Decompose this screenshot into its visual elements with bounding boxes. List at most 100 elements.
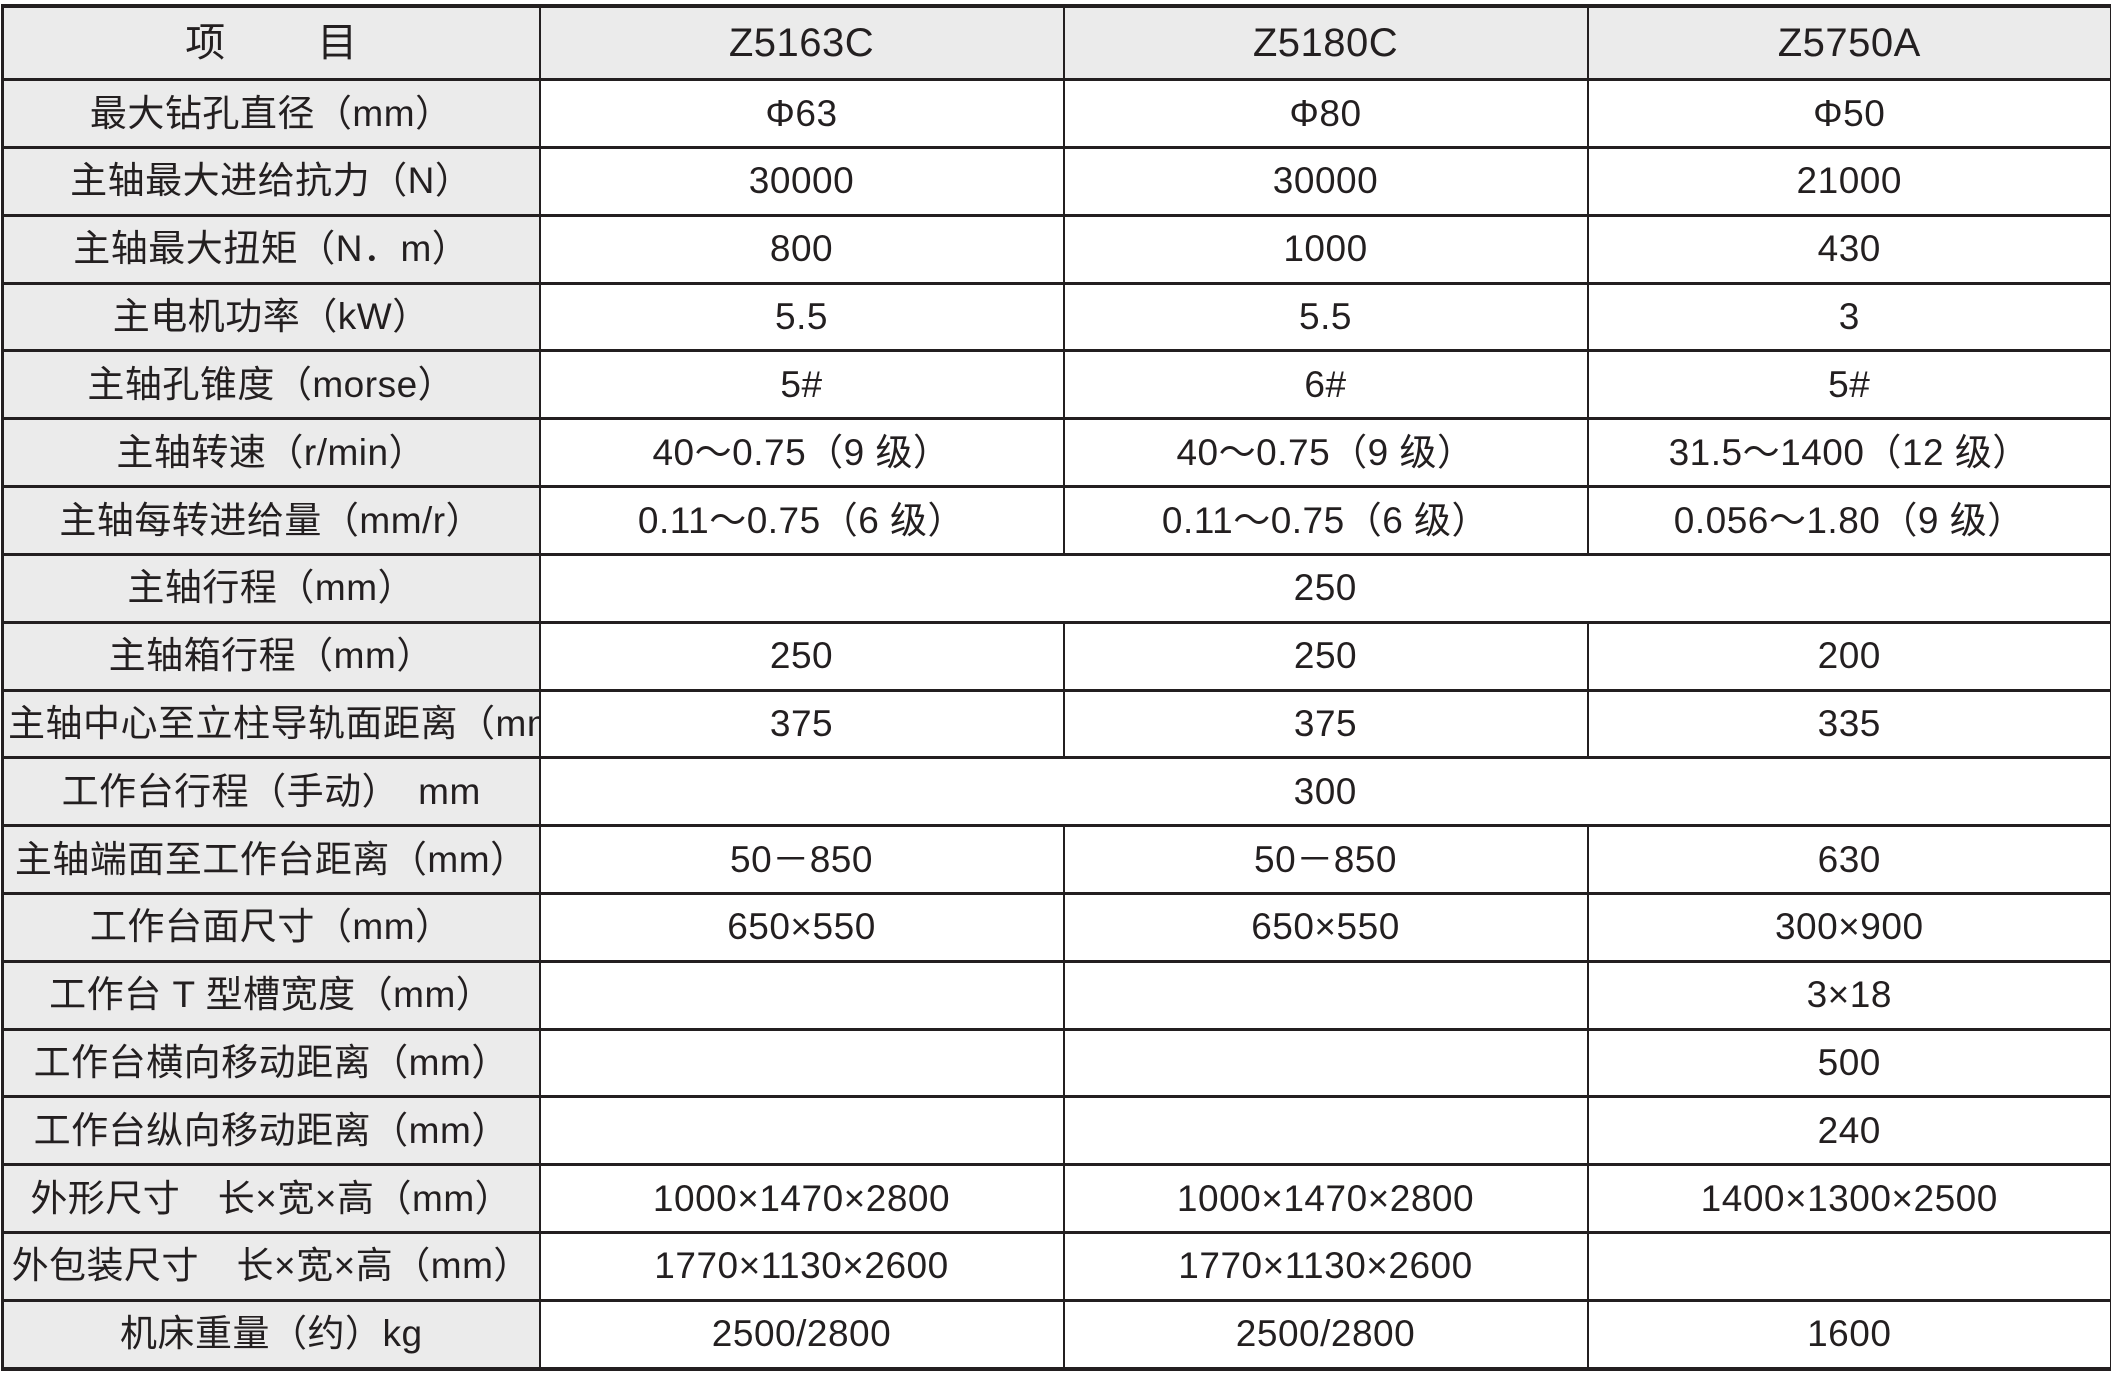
- table-row: 工作台 T 型槽宽度（mm） 3×18: [1, 959, 2111, 1031]
- row-value: 650×550: [538, 891, 1065, 963]
- row-value-text: 200: [1817, 635, 1881, 677]
- row-value-text: 5#: [1828, 363, 1871, 405]
- row-value-text: 0.056～1.80（9 级）: [1673, 499, 2025, 541]
- row-value-text: 2500/2800: [711, 1313, 892, 1355]
- row-value-text: 300: [1293, 770, 1357, 812]
- row-value-text: 1400×1300×2500: [1700, 1177, 1998, 1219]
- row-value-text: 50－850: [730, 838, 873, 880]
- row-value: 335: [1586, 688, 2111, 760]
- column-header-model: Z5163C: [538, 4, 1065, 82]
- row-label-text: 主轴箱行程（mm）: [108, 635, 434, 677]
- row-value: 1000: [1062, 213, 1589, 285]
- row-value-text: 1000: [1283, 228, 1368, 270]
- row-value: 240: [1586, 1095, 2111, 1167]
- table-row: 主轴最大进给抗力（N） 30000 30000 21000: [1, 146, 2111, 217]
- row-label: 主轴孔锥度（morse）: [1, 349, 541, 421]
- row-value-text: 0.11～0.75（6 级）: [1161, 499, 1490, 541]
- row-value-merged: 300: [538, 756, 2111, 828]
- table-row: 主轴端面至工作台距离（mm） 50－850 50－850 630: [1, 824, 2111, 895]
- row-value-text: 375: [1293, 702, 1358, 744]
- row-value: 5.5: [1062, 281, 1589, 353]
- row-value: [1586, 1231, 2111, 1302]
- row-value-text: 650×550: [727, 906, 876, 948]
- row-label: 机床重量（约）kg: [1, 1298, 541, 1371]
- row-label: 主轴最大扭矩（N．m）: [1, 213, 541, 285]
- row-label: 工作台行程（手动） mm: [1, 756, 541, 828]
- row-value: 800: [538, 213, 1065, 285]
- column-header-item: 项 目: [1, 4, 541, 82]
- table-row: 外形尺寸 长×宽×高（mm） 1000×1470×2800 1000×1470×28…: [1, 1163, 2111, 1235]
- column-header-model-label: Z5163C: [728, 20, 875, 65]
- row-value: 6#: [1062, 349, 1589, 421]
- row-label: 主轴箱行程（mm）: [1, 620, 541, 692]
- row-value-text: 31.5～1400（12 级）: [1668, 431, 2030, 473]
- table-row: 主电机功率（kW） 5.5 5.5 3: [1, 281, 2111, 353]
- row-value-text: 21000: [1796, 160, 1902, 202]
- row-value: 31.5～1400（12 级）: [1586, 417, 2111, 489]
- table-header-row: 项 目 Z5163C Z5180C Z5750A: [1, 4, 2111, 82]
- row-label-text: 主轴端面至工作台距离（mm）: [14, 838, 528, 880]
- row-value-text: 40～0.75（9 级）: [1176, 431, 1475, 473]
- row-label: 工作台横向移动距离（mm）: [1, 1027, 541, 1099]
- row-value-text: Φ50: [1813, 92, 1886, 134]
- row-value: 2500/2800: [538, 1298, 1065, 1371]
- row-value: 375: [1062, 688, 1589, 760]
- table-row: 最大钻孔直径（mm） Φ63 Φ80 Φ50: [1, 78, 2111, 150]
- table-row: 主轴箱行程（mm） 250 250 200: [1, 620, 2111, 692]
- row-value: 2500/2800: [1062, 1298, 1589, 1371]
- row-value-text: Φ80: [1289, 92, 1362, 134]
- row-value-text: 40～0.75（9 级）: [652, 431, 951, 473]
- row-value-text: 2500/2800: [1235, 1313, 1416, 1355]
- row-label-text: 工作台横向移动距离（mm）: [33, 1042, 509, 1083]
- row-value-text: 5#: [780, 363, 823, 405]
- row-value-text: 300×900: [1774, 906, 1924, 948]
- row-value-text: 1770×1130×2600: [654, 1245, 949, 1287]
- row-value: 0.11～0.75（6 级）: [1062, 485, 1589, 556]
- table-row: 机床重量（约）kg 2500/2800 2500/2800 1600: [1, 1298, 2111, 1371]
- table-row: 工作台行程（手动） mm 300: [1, 756, 2111, 828]
- row-value-text: 650×550: [1251, 906, 1400, 948]
- table-row: 工作台横向移动距离（mm） 500: [1, 1027, 2111, 1099]
- table-row: 外包装尺寸 长×宽×高（mm） 1770×1130×2600 1770×1130×2…: [1, 1231, 2111, 1302]
- row-label: 工作台 T 型槽宽度（mm）: [1, 959, 541, 1031]
- row-value: 250: [1062, 620, 1589, 692]
- row-value: 3×18: [1586, 959, 2111, 1031]
- row-value-text: 375: [769, 702, 834, 744]
- row-value: 650×550: [1062, 891, 1589, 963]
- row-label: 主轴端面至工作台距离（mm）: [1, 824, 541, 895]
- row-label-text: 机床重量（约）kg: [119, 1313, 423, 1355]
- row-value-text: 1600: [1807, 1313, 1892, 1355]
- column-header-model: Z5180C: [1062, 4, 1589, 82]
- row-value: 40～0.75（9 级）: [538, 417, 1065, 489]
- row-label-text: 工作台面尺寸（mm）: [89, 906, 453, 948]
- column-header-model: Z5750A: [1586, 4, 2111, 82]
- row-value-text: 0.11～0.75（6 级）: [637, 499, 966, 541]
- row-value-text: 250: [1293, 635, 1358, 677]
- row-label-text: 工作台 T 型槽宽度（mm）: [49, 974, 494, 1016]
- row-label: 最大钻孔直径（mm）: [1, 78, 541, 150]
- row-value: 0.11～0.75（6 级）: [538, 485, 1065, 556]
- row-label-text: 主轴转速（r/min）: [116, 431, 427, 473]
- row-value: 50－850: [538, 824, 1065, 895]
- column-header-model-label: Z5180C: [1252, 20, 1399, 65]
- column-header-item-label: 项 目: [185, 20, 384, 65]
- row-value: 30000: [538, 146, 1065, 217]
- row-value-text: 800: [769, 228, 834, 270]
- row-value: 250: [538, 620, 1065, 692]
- row-value: 3: [1586, 281, 2111, 353]
- spec-table-body: 项 目 Z5163C Z5180C Z5750A 最大钻孔直径（mm） Φ63 Φ80 Φ50…: [1, 4, 2111, 1371]
- row-value: [1062, 959, 1589, 1031]
- row-value: [1062, 1095, 1589, 1167]
- row-value: [538, 1027, 1065, 1099]
- row-value: 50－850: [1062, 824, 1589, 895]
- row-value: 40～0.75（9 级）: [1062, 417, 1589, 489]
- row-value: 1000×1470×2800: [1062, 1163, 1589, 1235]
- row-label: 外包装尺寸 长×宽×高（mm）: [1, 1231, 541, 1302]
- row-value: [538, 1095, 1065, 1167]
- table-row: 工作台面尺寸（mm） 650×550 650×550 300×900: [1, 891, 2111, 963]
- row-value: 5#: [538, 349, 1065, 421]
- row-label: 主轴每转进给量（mm/r）: [1, 485, 541, 556]
- row-label: 主轴中心至立柱导轨面距离（mm）: [1, 688, 541, 760]
- row-value-text: 30000: [1272, 160, 1379, 202]
